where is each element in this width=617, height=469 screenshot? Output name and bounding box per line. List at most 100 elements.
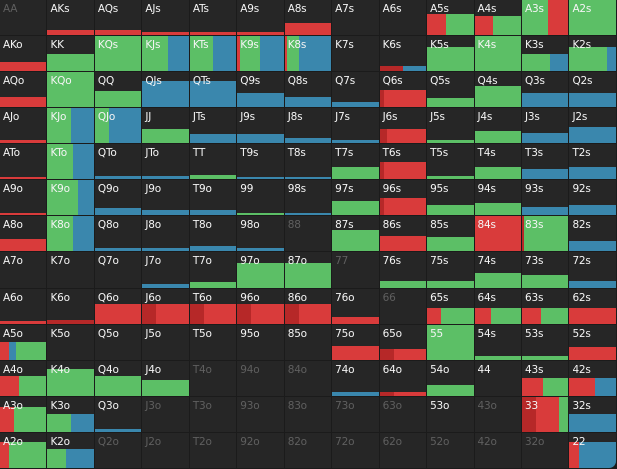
hand-cell-qts[interactable]: QTs [189,72,238,109]
hand-cell-76s[interactable]: 76s [379,252,428,289]
hand-cell-q6s[interactable]: Q6s [379,72,428,109]
hand-cell-a3o[interactable]: A3o [0,396,48,433]
hand-cell-98s[interactable]: 98s [284,180,333,217]
hand-cell-87o[interactable]: 87o [284,252,333,289]
hand-cell-j5o[interactable]: J5o [142,324,190,361]
hand-cell-aks[interactable]: AKs [47,0,95,37]
hand-cell-q7s[interactable]: Q7s [332,72,380,109]
hand-cell-jts[interactable]: JTs [189,108,238,145]
hand-cell-t7o[interactable]: T7o [189,252,238,289]
hand-cell-a6o[interactable]: A6o [0,288,48,325]
hand-cell-jto[interactable]: JTo [142,144,190,181]
hand-cell-j2o[interactable]: J2o [142,432,190,469]
hand-cell-ajs[interactable]: AJs [142,0,190,37]
hand-cell-aa[interactable]: AA [0,0,48,37]
hand-cell-82o[interactable]: 82o [284,432,333,469]
hand-cell-tt[interactable]: TT [189,144,238,181]
hand-cell-94o[interactable]: 94o [237,360,285,397]
hand-cell-kqs[interactable]: KQs [94,36,143,73]
hand-cell-t6o[interactable]: T6o [189,288,238,325]
hand-cell-q9o[interactable]: Q9o [94,180,143,217]
hand-cell-55[interactable]: 55 [427,324,475,361]
hand-cell-a7o[interactable]: A7o [0,252,48,289]
hand-cell-j4s[interactable]: J4s [474,108,522,145]
hand-cell-q3s[interactable]: Q3s [521,72,570,109]
hand-cell-ato[interactable]: ATo [0,144,48,181]
hand-cell-q4s[interactable]: Q4s [474,72,522,109]
hand-cell-k4o[interactable]: K4o [47,360,95,397]
hand-cell-a5s[interactable]: A5s [427,0,475,37]
hand-cell-53s[interactable]: 53s [521,324,570,361]
hand-cell-kjs[interactable]: KJs [142,36,190,73]
hand-cell-82s[interactable]: 82s [569,216,617,253]
hand-cell-73o[interactable]: 73o [332,396,380,433]
hand-cell-96s[interactable]: 96s [379,180,428,217]
hand-cell-t9o[interactable]: T9o [189,180,238,217]
hand-cell-qjo[interactable]: QJo [94,108,143,145]
hand-cell-k9s[interactable]: K9s [237,36,285,73]
hand-cell-k6o[interactable]: K6o [47,288,95,325]
hand-cell-t5o[interactable]: T5o [189,324,238,361]
hand-cell-q3o[interactable]: Q3o [94,396,143,433]
hand-cell-ats[interactable]: ATs [189,0,238,37]
hand-cell-43o[interactable]: 43o [474,396,522,433]
hand-cell-84s[interactable]: 84s [474,216,522,253]
hand-cell-22[interactable]: 22 [569,432,617,469]
hand-cell-32s[interactable]: 32s [569,396,617,433]
hand-cell-77[interactable]: 77 [332,252,380,289]
hand-cell-95o[interactable]: 95o [237,324,285,361]
hand-cell-54o[interactable]: 54o [427,360,475,397]
hand-cell-qq[interactable]: QQ [94,72,143,109]
hand-cell-a2s[interactable]: A2s [569,0,617,37]
hand-cell-83o[interactable]: 83o [284,396,333,433]
hand-cell-k7s[interactable]: K7s [332,36,380,73]
hand-cell-kjo[interactable]: KJo [47,108,95,145]
hand-cell-j8s[interactable]: J8s [284,108,333,145]
hand-cell-72s[interactable]: 72s [569,252,617,289]
hand-cell-a7s[interactable]: A7s [332,0,380,37]
hand-cell-k2o[interactable]: K2o [47,432,95,469]
hand-cell-j9s[interactable]: J9s [237,108,285,145]
hand-cell-jj[interactable]: JJ [142,108,190,145]
hand-cell-33[interactable]: 33 [521,396,570,433]
hand-cell-kto[interactable]: KTo [47,144,95,181]
hand-cell-74o[interactable]: 74o [332,360,380,397]
hand-cell-t8s[interactable]: T8s [284,144,333,181]
hand-cell-97o[interactable]: 97o [237,252,285,289]
hand-cell-q7o[interactable]: Q7o [94,252,143,289]
hand-cell-j6s[interactable]: J6s [379,108,428,145]
hand-cell-t2s[interactable]: T2s [569,144,617,181]
hand-cell-ako[interactable]: AKo [0,36,48,73]
hand-cell-73s[interactable]: 73s [521,252,570,289]
hand-cell-62s[interactable]: 62s [569,288,617,325]
hand-cell-92s[interactable]: 92s [569,180,617,217]
hand-cell-72o[interactable]: 72o [332,432,380,469]
hand-cell-85s[interactable]: 85s [427,216,475,253]
hand-cell-83s[interactable]: 83s [521,216,570,253]
hand-cell-a8o[interactable]: A8o [0,216,48,253]
hand-cell-t5s[interactable]: T5s [427,144,475,181]
hand-cell-kk[interactable]: KK [47,36,95,73]
hand-cell-a4s[interactable]: A4s [474,0,522,37]
hand-cell-k6s[interactable]: K6s [379,36,428,73]
hand-cell-t7s[interactable]: T7s [332,144,380,181]
hand-cell-98o[interactable]: 98o [237,216,285,253]
hand-cell-a9s[interactable]: A9s [237,0,285,37]
hand-cell-97s[interactable]: 97s [332,180,380,217]
hand-cell-64o[interactable]: 64o [379,360,428,397]
hand-cell-54s[interactable]: 54s [474,324,522,361]
hand-cell-86o[interactable]: 86o [284,288,333,325]
hand-cell-63s[interactable]: 63s [521,288,570,325]
hand-cell-qto[interactable]: QTo [94,144,143,181]
hand-cell-a9o[interactable]: A9o [0,180,48,217]
hand-cell-q8s[interactable]: Q8s [284,72,333,109]
hand-cell-aqo[interactable]: AQo [0,72,48,109]
hand-cell-t4o[interactable]: T4o [189,360,238,397]
hand-cell-aqs[interactable]: AQs [94,0,143,37]
hand-cell-a2o[interactable]: A2o [0,432,48,469]
hand-cell-62o[interactable]: 62o [379,432,428,469]
hand-cell-65s[interactable]: 65s [427,288,475,325]
hand-cell-j6o[interactable]: J6o [142,288,190,325]
hand-cell-94s[interactable]: 94s [474,180,522,217]
hand-cell-88[interactable]: 88 [284,216,333,253]
